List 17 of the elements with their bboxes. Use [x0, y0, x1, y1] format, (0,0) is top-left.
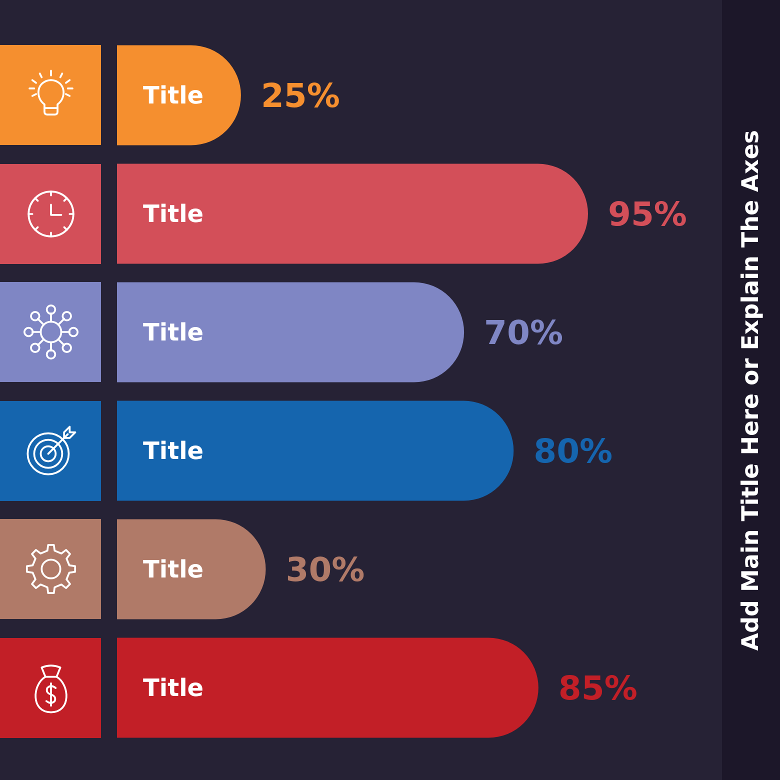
y-tick-label: Title	[143, 81, 204, 110]
bar	[117, 164, 588, 264]
y-tick-label: Title	[143, 555, 204, 584]
data-label: 80%	[534, 431, 613, 470]
data-label: 85%	[558, 668, 638, 708]
data-label: 70%	[484, 312, 564, 352]
y-tick-label: Title	[143, 200, 204, 228]
data-label: 30%	[286, 550, 365, 589]
bar	[117, 638, 538, 738]
data-label: 95%	[608, 194, 687, 234]
bar	[117, 282, 464, 382]
data-label: 25%	[260, 76, 340, 115]
y-tick-label: Title	[143, 436, 204, 465]
text: Add Main Title Here or Explain The Axes	[738, 130, 764, 650]
y-tick-label: Title	[143, 318, 204, 346]
bar	[117, 400, 514, 501]
y-tick-label: Title	[143, 674, 204, 702]
